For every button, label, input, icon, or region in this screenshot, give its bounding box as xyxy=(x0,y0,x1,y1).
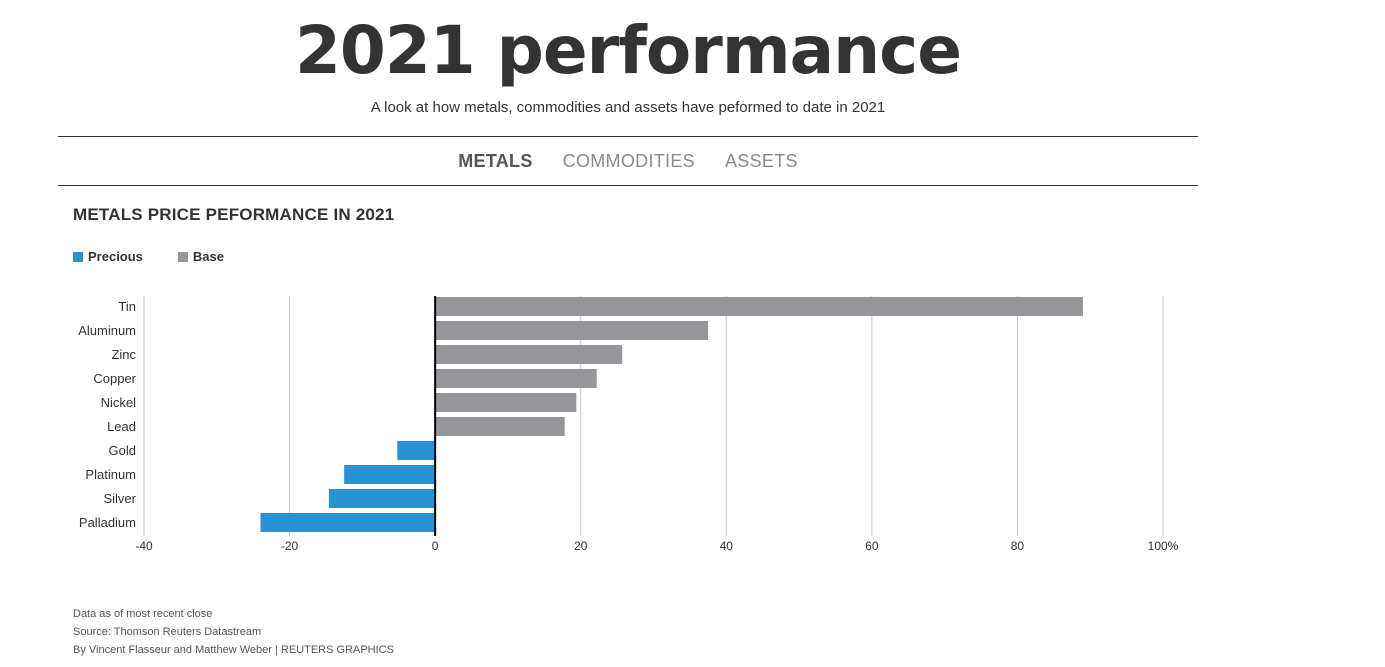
x-tick-label: -40 xyxy=(135,539,153,553)
y-category-label: Nickel xyxy=(101,395,137,410)
x-tick-label: 60 xyxy=(865,539,879,553)
bar-platinum xyxy=(344,465,436,484)
page-subtitle: A look at how metals, commodities and as… xyxy=(370,99,886,116)
bar-gold xyxy=(397,441,436,460)
tab-assets[interactable]: ASSETS xyxy=(724,150,798,171)
bar-copper xyxy=(435,369,597,388)
x-tick-label: 20 xyxy=(574,539,588,553)
chart-footer: Data as of most recent close Source: Tho… xyxy=(73,605,394,659)
y-category-label: Zinc xyxy=(111,347,136,362)
x-tick-label: 100% xyxy=(1148,539,1179,553)
legend-item-base: Base xyxy=(177,249,224,264)
x-tick-label: 0 xyxy=(432,539,439,553)
bar-zinc xyxy=(435,345,623,364)
tab-bar: METALS COMMODITIES ASSETS xyxy=(58,137,1198,185)
x-tick-label: 80 xyxy=(1011,539,1025,553)
tab-metals[interactable]: METALS xyxy=(458,150,533,171)
bar-aluminum xyxy=(435,321,709,340)
bar-palladium xyxy=(260,513,436,532)
y-category-label: Aluminum xyxy=(78,323,136,338)
legend-label-precious: Precious xyxy=(88,249,143,264)
legend-swatch-precious xyxy=(73,251,83,262)
legend-item-precious: Precious xyxy=(73,249,143,264)
legend-swatch-base xyxy=(177,251,188,262)
bar-lead xyxy=(435,417,565,436)
y-category-label: Palladium xyxy=(79,515,136,530)
y-category-label: Lead xyxy=(107,419,136,434)
y-category-label: Gold xyxy=(109,443,136,458)
bar-tin xyxy=(435,297,1083,316)
page-title: 2021 performance xyxy=(294,12,962,89)
footer-source: Source: Thomson Reuters Datastream xyxy=(73,626,262,638)
y-category-label: Silver xyxy=(103,491,136,506)
tab-commodities[interactable]: COMMODITIES xyxy=(562,150,695,171)
x-tick-label: 40 xyxy=(720,539,734,553)
bar-silver xyxy=(328,489,436,508)
y-category-label: Copper xyxy=(93,371,136,386)
y-category-label: Tin xyxy=(118,299,136,314)
bottom-divider xyxy=(58,185,1198,186)
chart-title: METALS PRICE PEFORMANCE IN 2021 xyxy=(73,205,395,224)
footer-credit: By Vincent Flasseur and Matthew Weber | … xyxy=(73,644,394,656)
chart-legend: Precious Base xyxy=(73,249,224,264)
footer-data-note: Data as of most recent close xyxy=(73,608,213,620)
bar-nickel xyxy=(435,393,577,412)
legend-label-base: Base xyxy=(192,249,224,264)
top-divider xyxy=(58,136,1198,137)
x-tick-label: -20 xyxy=(281,539,299,553)
y-category-label: Platinum xyxy=(85,467,136,482)
